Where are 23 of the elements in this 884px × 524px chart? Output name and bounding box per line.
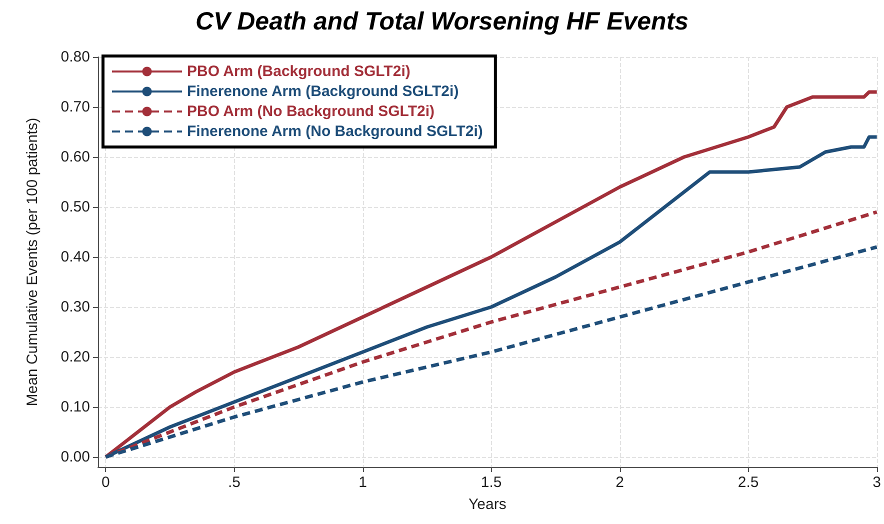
x-tick-label: 1 bbox=[358, 474, 367, 491]
y-tick-label: 0.20 bbox=[60, 348, 90, 366]
y-tick-label: 0.10 bbox=[60, 398, 90, 416]
x-tick-label: 3 bbox=[872, 474, 881, 491]
y-tick-label: 0.30 bbox=[60, 298, 90, 316]
legend-label: PBO Arm (No Background SGLT2i) bbox=[187, 103, 435, 120]
y-tick-label: 0.50 bbox=[60, 198, 90, 216]
chart-title: CV Death and Total Worsening HF Events bbox=[195, 8, 689, 36]
y-tick-label: 0.70 bbox=[60, 98, 90, 116]
legend-label: Finerenone Arm (Background SGLT2i) bbox=[187, 83, 459, 100]
y-tick-label: 0.00 bbox=[60, 448, 90, 466]
x-tick-label: 0 bbox=[102, 474, 110, 491]
y-tick-label: 0.80 bbox=[60, 48, 90, 66]
x-tick-label: 2 bbox=[616, 474, 624, 491]
x-tick-label: 1.5 bbox=[480, 474, 502, 491]
y-tick-label: 0.60 bbox=[60, 148, 90, 166]
y-axis-title: Mean Cumulative Events (per 100 patients) bbox=[24, 118, 41, 406]
legend-label: Finerenone Arm (No Background SGLT2i) bbox=[187, 123, 483, 140]
x-tick-label: .5 bbox=[228, 474, 240, 491]
y-tick-label: 0.40 bbox=[60, 248, 90, 266]
legend-label: PBO Arm (Background SGLT2i) bbox=[187, 63, 410, 80]
x-tick-label: 2.5 bbox=[738, 474, 759, 491]
x-axis-title: Years bbox=[468, 496, 506, 513]
